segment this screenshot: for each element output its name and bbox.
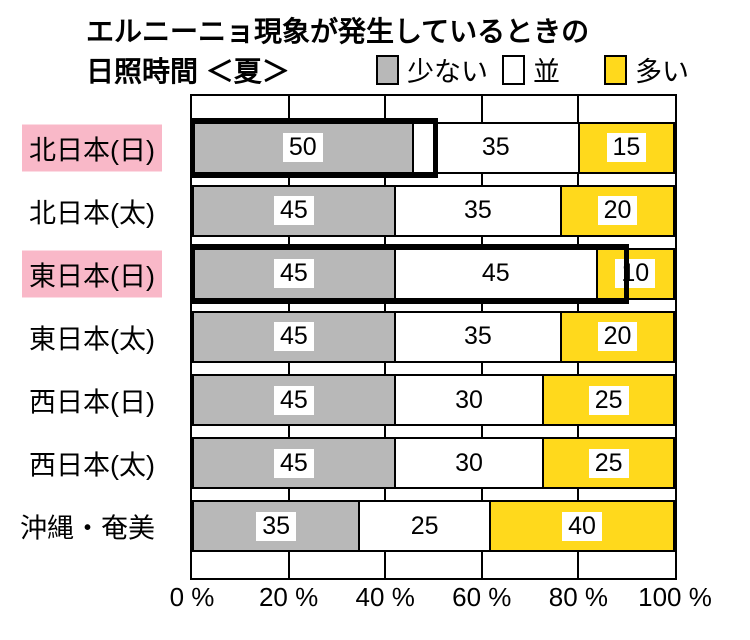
value-label: 50 [282, 133, 323, 163]
bar-segment-normal: 35 [411, 123, 578, 172]
bar-segment-normal: 30 [393, 439, 543, 488]
value-label: 45 [274, 259, 314, 289]
bar-segment-few: 50 [194, 123, 412, 172]
legend-label-few: 少ない [407, 57, 488, 87]
x-axis-tick-40: 40 % [355, 582, 415, 612]
x-axis-tick-80: 80 % [548, 582, 609, 612]
bar-segment-many: 15 [577, 123, 673, 172]
x-axis-tick-60: 60 % [452, 582, 512, 612]
legend-swatch-many [604, 54, 627, 85]
value-label: 30 [449, 448, 489, 478]
legend-item-few: 少ない [376, 50, 488, 89]
category-label-5: 西日本(太) [29, 450, 155, 481]
value-label: 45 [274, 385, 314, 415]
legend-item-normal: 並 [502, 50, 560, 89]
legend-swatch-normal [502, 54, 525, 85]
chart-title-line2: 日照時間 ＜夏＞ [86, 56, 290, 87]
bar-segment-few: 45 [194, 312, 394, 361]
chart-row-0: 北日本(日) 50 35 15 [22, 116, 675, 179]
bar-segment-few: 45 [194, 249, 394, 298]
x-axis-tick-100: 100 % [638, 582, 712, 612]
bar-segment-many: 20 [560, 186, 673, 235]
value-label: 10 [615, 259, 656, 289]
stacked-bar-2: 45 45 10 [190, 243, 675, 304]
category-label-3: 東日本(太) [29, 324, 155, 355]
chart-row-3: 東日本(太) 45 35 20 [29, 305, 675, 368]
value-label: 25 [588, 385, 629, 415]
value-label: 45 [274, 448, 314, 478]
legend-item-many: 多い [604, 50, 689, 89]
category-label-2: 東日本(日) [22, 250, 162, 298]
value-label: 45 [274, 196, 314, 226]
bar-segment-few: 45 [194, 376, 394, 425]
bar-segment-normal: 35 [393, 312, 561, 361]
bar-segment-few: 45 [194, 439, 394, 488]
value-label: 40 [562, 511, 602, 541]
chart-row-2: 東日本(日) 45 45 10 [22, 242, 675, 305]
bar-segment-few: 45 [194, 186, 394, 235]
stacked-bar-6: 35 25 40 [192, 500, 675, 553]
bar-segment-many: 10 [595, 249, 673, 298]
legend-label-normal: 並 [533, 57, 560, 87]
value-label: 35 [458, 196, 498, 226]
legend-label-many: 多い [635, 57, 689, 87]
chart-row-5: 西日本(太) 45 30 25 [29, 432, 675, 495]
chart-row-1: 北日本(太) 45 35 20 [29, 179, 675, 242]
chart-rows: 北日本(日) 50 35 15 北日本(太) 45 35 20 東日本(日) 45 45 10 東日本(… [20, 96, 675, 578]
chart-row-4: 西日本(日) 45 30 25 [29, 369, 675, 432]
chart-title-line1: エルニーニョ現象が発生しているときの [86, 16, 590, 47]
bar-segment-few: 35 [194, 502, 359, 551]
value-label: 45 [475, 259, 516, 289]
value-label: 25 [588, 448, 629, 478]
bar-segment-normal: 30 [393, 376, 543, 425]
value-label: 20 [597, 196, 638, 226]
value-label: 35 [458, 322, 498, 352]
bar-segment-many: 25 [542, 376, 673, 425]
stacked-bar-4: 45 30 25 [192, 374, 675, 427]
value-label: 35 [475, 133, 516, 163]
category-label-0: 北日本(日) [22, 124, 162, 172]
x-axis-tick-20: 20 % [258, 582, 319, 612]
bar-segment-normal: 35 [393, 186, 561, 235]
value-label: 25 [404, 511, 445, 541]
category-label-1: 北日本(太) [29, 198, 155, 229]
legend-swatch-few [376, 54, 399, 85]
stacked-bar-3: 45 35 20 [192, 310, 675, 363]
stacked-bar-1: 45 35 20 [192, 184, 675, 237]
value-label: 15 [606, 133, 647, 163]
x-axis-tick-0: 0 % [169, 582, 215, 612]
chart-title: エルニーニョ現象が発生しているときの 日照時間 ＜夏＞ [86, 12, 589, 92]
legend: 少ない 並 多い [376, 50, 689, 89]
value-label: 20 [597, 322, 638, 352]
bar-segment-many: 25 [542, 439, 673, 488]
bar-segment-normal: 25 [358, 502, 489, 551]
stacked-bar-0: 50 35 15 [190, 117, 675, 178]
stacked-bar-5: 45 30 25 [192, 437, 675, 490]
category-label-4: 西日本(日) [29, 387, 155, 418]
bar-segment-many: 20 [560, 312, 673, 361]
value-label: 45 [274, 322, 314, 352]
x-axis: 0 % 20 % 40 % 60 % 80 % 100 % [170, 582, 712, 616]
chart-row-6: 沖縄・奄美 35 25 40 [20, 495, 675, 558]
bar-segment-many: 40 [488, 502, 673, 551]
category-label-6: 沖縄・奄美 [20, 513, 155, 544]
bar-segment-normal: 45 [393, 249, 596, 298]
value-label: 35 [256, 511, 297, 541]
value-label: 30 [449, 385, 489, 415]
